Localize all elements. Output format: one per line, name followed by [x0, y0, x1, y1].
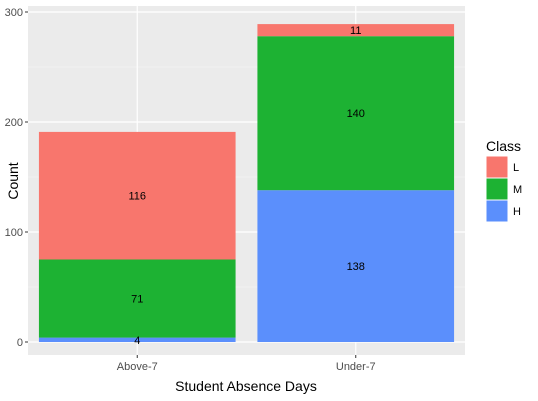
bar-value-label: 71 — [131, 294, 143, 306]
x-tick-label: Above-7 — [117, 361, 158, 373]
bar-value-label: 116 — [128, 191, 146, 203]
bar-value-label: 4 — [134, 335, 140, 347]
legend-title: Class — [486, 138, 521, 154]
y-tick-label: 300 — [5, 7, 23, 19]
x-tick-label: Under-7 — [336, 361, 376, 373]
legend-label-H: H — [513, 206, 521, 218]
bar-value-label: 11 — [350, 25, 361, 37]
bar-segment-M-Above-7 — [38, 259, 236, 338]
x-axis-ticks: Above-7 Under-7 — [117, 355, 376, 373]
x-axis-title: Student Absence Days — [175, 378, 317, 394]
legend-key-M — [485, 177, 509, 201]
bar-segment-L-Under-7 — [257, 24, 455, 37]
y-axis-ticks: 0 100 200 300 — [5, 7, 28, 349]
bar-segment-H-Under-7 — [257, 190, 455, 342]
y-tick-label: 0 — [17, 337, 23, 349]
bar-value-label: 138 — [347, 261, 365, 273]
y-tick-label: 200 — [5, 117, 23, 129]
bar-value-label: 140 — [347, 108, 365, 120]
legend-label-M: M — [513, 184, 522, 196]
legend-key-H — [485, 199, 509, 223]
legend: Class LMH — [485, 138, 522, 223]
legend-label-L: L — [513, 162, 519, 174]
bar-segment-M-Under-7 — [257, 36, 455, 191]
y-tick-label: 100 — [5, 227, 23, 239]
bars — [38, 24, 455, 342]
bar-segment-H-Above-7 — [38, 337, 236, 342]
y-axis-title: Count — [5, 162, 21, 199]
legend-key-L — [485, 155, 509, 179]
bar-segment-L-Above-7 — [38, 131, 236, 260]
bar-labels: 4 71 116 138 140 11 — [128, 25, 364, 347]
